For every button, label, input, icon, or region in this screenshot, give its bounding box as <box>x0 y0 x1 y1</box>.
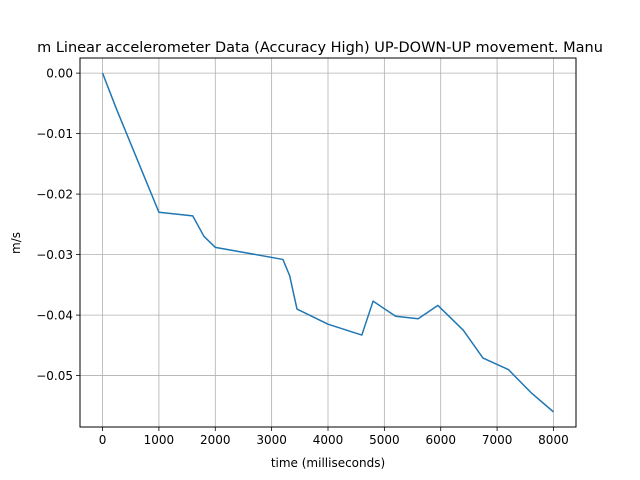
x-tick-label: 2000 <box>200 433 231 447</box>
x-tick-label: 7000 <box>482 433 513 447</box>
x-axis-label: time (milliseconds) <box>271 456 385 470</box>
y-axis-ticks: 0.00 −0.01 −0.02 −0.03 −0.04 −0.05 <box>36 67 80 383</box>
x-axis-ticks: 0 1000 2000 3000 4000 5000 6000 7000 8000 <box>99 427 569 447</box>
y-tick-label: −0.04 <box>36 309 73 323</box>
x-tick-label: 8000 <box>538 433 569 447</box>
x-tick-label: 1000 <box>144 433 175 447</box>
series-layer <box>101 72 554 413</box>
chart-title: m Linear accelerometer Data (Accuracy Hi… <box>37 40 603 56</box>
x-tick-label: 4000 <box>313 433 344 447</box>
y-tick-label: 0.00 <box>46 67 73 81</box>
series-line <box>101 72 554 413</box>
plot-frame <box>79 57 577 428</box>
y-axis-label: m/s <box>9 232 23 254</box>
y-tick-label: −0.01 <box>36 127 73 141</box>
x-tick-label: 6000 <box>425 433 456 447</box>
x-tick-label: 3000 <box>256 433 287 447</box>
x-tick-label: 5000 <box>369 433 400 447</box>
y-tick-label: −0.05 <box>36 369 73 383</box>
x-tick-label: 0 <box>99 433 107 447</box>
grid-lines <box>80 58 576 427</box>
y-tick-label: −0.03 <box>36 248 73 262</box>
y-tick-label: −0.02 <box>36 188 73 202</box>
